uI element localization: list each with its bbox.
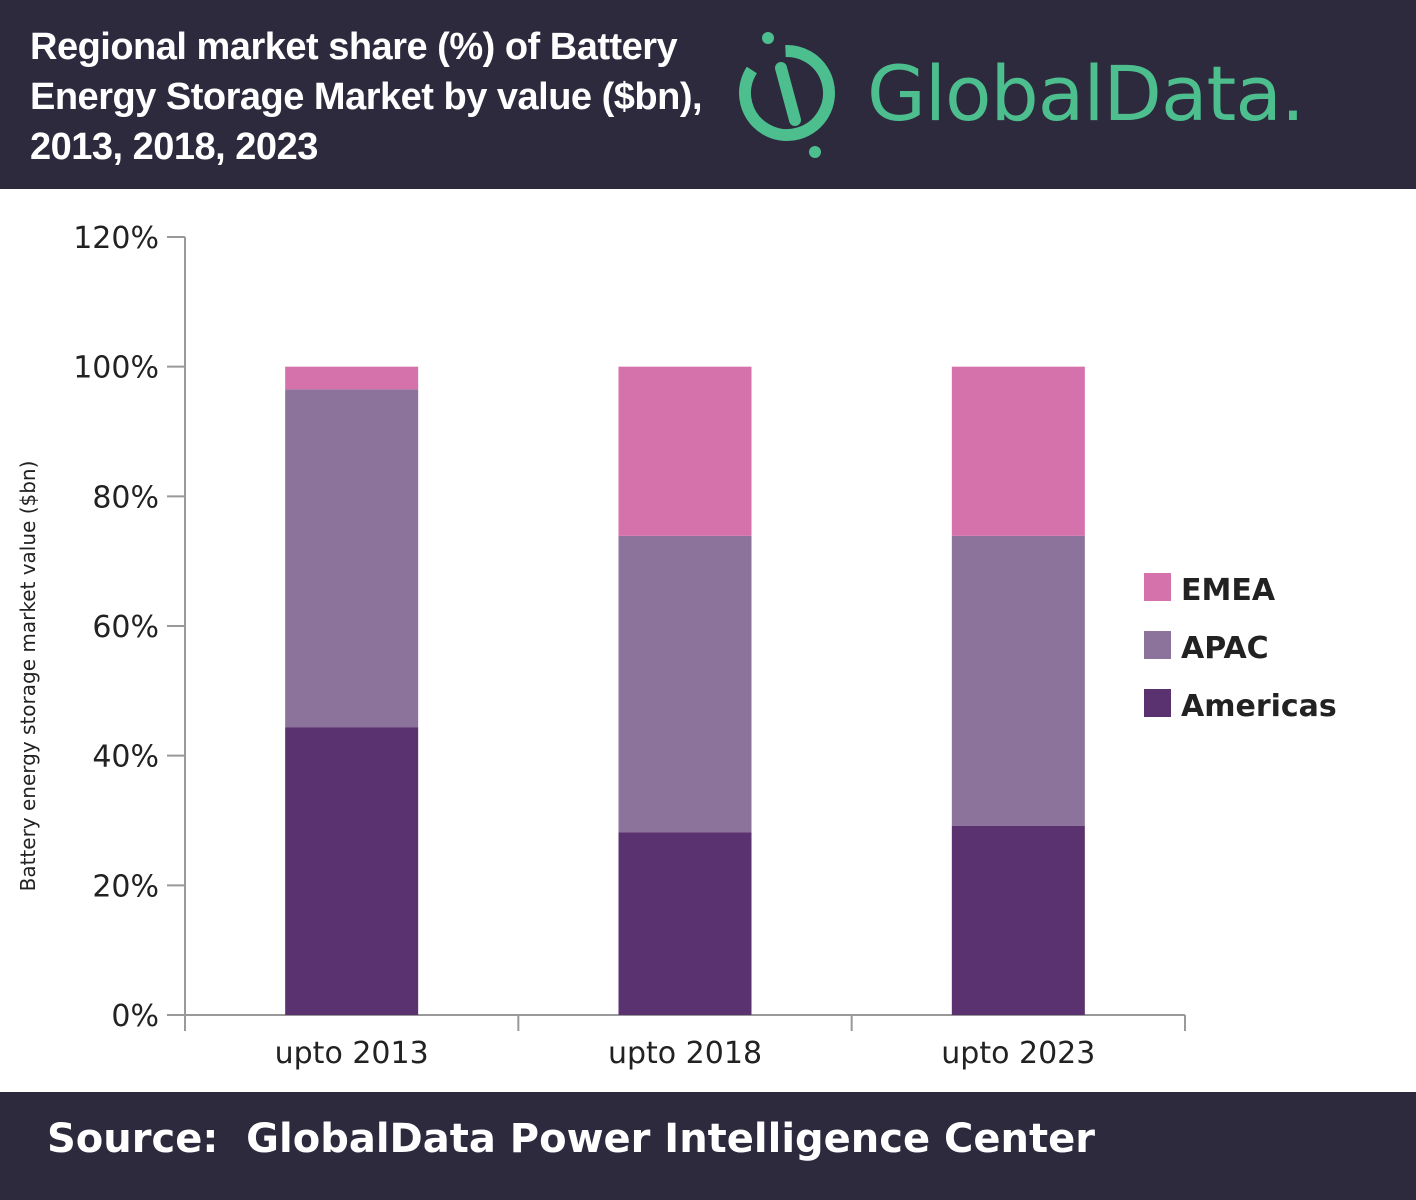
bar-americas (285, 727, 419, 1015)
legend-label-americas: Americas (1181, 689, 1337, 724)
globaldata-logo-icon (739, 32, 835, 158)
chart: 0% 20% 40% 60% 80% 100% 120% upto 2013 upto 2018… (16, 221, 1337, 1071)
y-tick-label: 20% (92, 869, 159, 904)
chart-title: Regional market share (%) of Battery Ene… (30, 26, 703, 168)
footer: Source: GlobalData Power Intelligence Ce… (0, 1092, 1416, 1200)
y-tick-label: 40% (92, 740, 159, 775)
bar-apac (285, 389, 419, 728)
bar-emea (951, 366, 1085, 536)
bar-americas (951, 825, 1085, 1015)
y-tick-label: 100% (73, 351, 159, 386)
legend-swatch-emea (1144, 573, 1171, 601)
bar-apac (618, 535, 752, 833)
source-text: Source: GlobalData Power Intelligence Ce… (47, 1116, 1095, 1162)
bar-apac (951, 535, 1085, 826)
x-tick-label: upto 2018 (608, 1036, 762, 1071)
legend-swatch-americas (1144, 689, 1171, 717)
bar-americas (618, 832, 752, 1015)
y-tick-label: 60% (92, 610, 159, 645)
y-axis-label: Battery energy storage market value ($bn… (16, 461, 40, 892)
y-tick-label: 80% (92, 480, 159, 515)
y-tick-label: 0% (111, 999, 159, 1034)
x-tick-label: upto 2023 (941, 1036, 1095, 1071)
globaldata-logo: GlobalData. (735, 28, 1305, 158)
header: Regional market share (%) of Battery Ene… (0, 0, 1416, 189)
logo-text: GlobalData. (867, 48, 1305, 138)
bar-emea (618, 366, 752, 536)
x-tick-label: upto 2013 (275, 1036, 429, 1071)
legend-label-apac: APAC (1181, 631, 1269, 666)
y-tick-label: 120% (73, 221, 159, 256)
bar-emea (285, 366, 419, 390)
legend-label-emea: EMEA (1181, 573, 1276, 608)
legend-swatch-apac (1144, 631, 1171, 659)
